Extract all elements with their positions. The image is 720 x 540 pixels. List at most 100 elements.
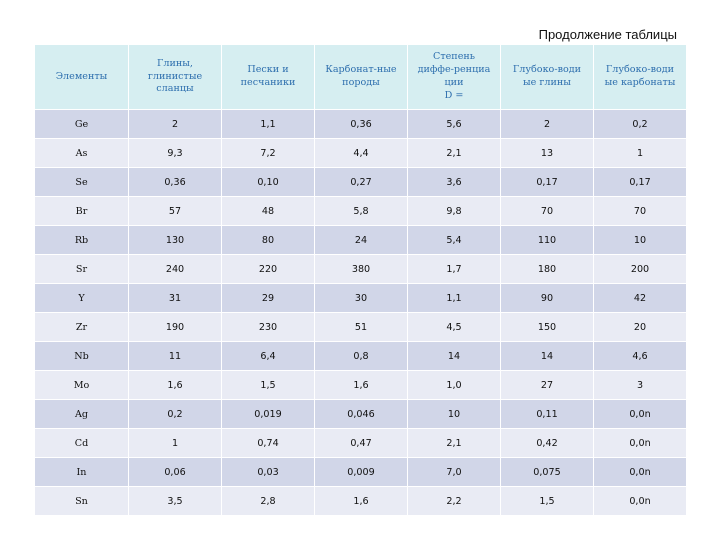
value-cell: 7,2 — [222, 139, 315, 168]
value-cell: 0,046 — [315, 400, 408, 429]
table-row: Ag 0,2 0,019 0,046 10 0,11 0,0n — [35, 400, 687, 429]
table-row: Mo 1,6 1,5 1,6 1,0 27 3 — [35, 371, 687, 400]
value-cell: 0,27 — [315, 168, 408, 197]
value-cell: 150 — [501, 313, 594, 342]
value-cell: 27 — [501, 371, 594, 400]
element-symbol-cell: Se — [35, 168, 129, 197]
header-line: Пески и — [224, 64, 312, 77]
element-symbol-cell: In — [35, 458, 129, 487]
value-cell: 31 — [129, 284, 222, 313]
table-row: Nb 11 6,4 0,8 14 14 4,6 — [35, 342, 687, 371]
value-cell: 5,8 — [315, 197, 408, 226]
header-line: ции — [410, 77, 498, 90]
value-cell: 14 — [408, 342, 501, 371]
header-col-elements: Элементы — [35, 45, 129, 110]
header-line: диффе-ренциа — [410, 64, 498, 77]
header-line: Карбонат-ные — [317, 64, 405, 77]
value-cell: 4,4 — [315, 139, 408, 168]
table-row: Y 31 29 30 1,1 90 42 — [35, 284, 687, 313]
value-cell: 0,2 — [594, 110, 687, 139]
value-cell: 6,4 — [222, 342, 315, 371]
value-cell: 0,36 — [315, 110, 408, 139]
value-cell: 10 — [408, 400, 501, 429]
header-line: сланцы — [131, 83, 219, 96]
header-line: Степень — [410, 51, 498, 64]
header-col-deep-water-carbonates: Глубоко-води ые карбонаты — [594, 45, 687, 110]
value-cell: 20 — [594, 313, 687, 342]
header-col-differentiation-degree: Степень диффе-ренциа ции D = — [408, 45, 501, 110]
header-row: Элементы Глины, глинистые сланцы Пески и песч… — [35, 45, 687, 110]
value-cell: 0,47 — [315, 429, 408, 458]
table-row: Cd 1 0,74 0,47 2,1 0,42 0,0n — [35, 429, 687, 458]
value-cell: 4,6 — [594, 342, 687, 371]
value-cell: 3,6 — [408, 168, 501, 197]
value-cell: 0,2 — [129, 400, 222, 429]
value-cell: 380 — [315, 255, 408, 284]
value-cell: 1,7 — [408, 255, 501, 284]
value-cell: 2 — [129, 110, 222, 139]
value-cell: 1 — [594, 139, 687, 168]
value-cell: 2,2 — [408, 487, 501, 516]
header-line: Элементы — [37, 71, 126, 84]
value-cell: 10 — [594, 226, 687, 255]
value-cell: 0,8 — [315, 342, 408, 371]
header-line: породы — [317, 77, 405, 90]
header-col-deep-water-clays: Глубоко-води ые глины — [501, 45, 594, 110]
table-row: As 9,3 7,2 4,4 2,1 13 1 — [35, 139, 687, 168]
value-cell: 0,0n — [594, 429, 687, 458]
value-cell: 240 — [129, 255, 222, 284]
header-line: глинистые — [131, 71, 219, 84]
value-cell: 1,5 — [222, 371, 315, 400]
value-cell: 0,075 — [501, 458, 594, 487]
header-line: Глубоко-води — [596, 64, 684, 77]
value-cell: 2,8 — [222, 487, 315, 516]
value-cell: 70 — [501, 197, 594, 226]
value-cell: 0,0n — [594, 400, 687, 429]
element-symbol-cell: Y — [35, 284, 129, 313]
element-symbol-cell: Sn — [35, 487, 129, 516]
element-symbol-cell: Sr — [35, 255, 129, 284]
element-symbol-cell: Nb — [35, 342, 129, 371]
element-symbol-cell: Zr — [35, 313, 129, 342]
header-line: D = — [410, 90, 498, 103]
value-cell: 14 — [501, 342, 594, 371]
value-cell: 230 — [222, 313, 315, 342]
table-row: Ge 2 1,1 0,36 5,6 2 0,2 — [35, 110, 687, 139]
value-cell: 220 — [222, 255, 315, 284]
value-cell: 11 — [129, 342, 222, 371]
table-body: Ge 2 1,1 0,36 5,6 2 0,2 As 9,3 7,2 4,4 2,1 13 1 Se 0,36… — [35, 110, 687, 516]
value-cell: 9,3 — [129, 139, 222, 168]
value-cell: 4,5 — [408, 313, 501, 342]
element-symbol-cell: Rb — [35, 226, 129, 255]
table-row: Rb 130 80 24 5,4 110 10 — [35, 226, 687, 255]
element-symbol-cell: Ag — [35, 400, 129, 429]
table-row: In 0,06 0,03 0,009 7,0 0,075 0,0n — [35, 458, 687, 487]
value-cell: 0,17 — [501, 168, 594, 197]
element-symbol-cell: Ge — [35, 110, 129, 139]
table-row: Se 0,36 0,10 0,27 3,6 0,17 0,17 — [35, 168, 687, 197]
value-cell: 130 — [129, 226, 222, 255]
value-cell: 5,6 — [408, 110, 501, 139]
table-header: Элементы Глины, глинистые сланцы Пески и песч… — [35, 45, 687, 110]
value-cell: 3 — [594, 371, 687, 400]
value-cell: 7,0 — [408, 458, 501, 487]
value-cell: 2,1 — [408, 139, 501, 168]
value-cell: 0,06 — [129, 458, 222, 487]
table-row: Sn 3,5 2,8 1,6 2,2 1,5 0,0n — [35, 487, 687, 516]
header-line: ые глины — [503, 77, 591, 90]
value-cell: 0,009 — [315, 458, 408, 487]
header-line: песчаники — [224, 77, 312, 90]
value-cell: 190 — [129, 313, 222, 342]
header-col-sands-sandstones: Пески и песчаники — [222, 45, 315, 110]
value-cell: 5,4 — [408, 226, 501, 255]
element-symbol-cell: Cd — [35, 429, 129, 458]
value-cell: 200 — [594, 255, 687, 284]
header-col-clays-shales: Глины, глинистые сланцы — [129, 45, 222, 110]
value-cell: 24 — [315, 226, 408, 255]
value-cell: 90 — [501, 284, 594, 313]
table-row: Br 57 48 5,8 9,8 70 70 — [35, 197, 687, 226]
header-line: ые карбонаты — [596, 77, 684, 90]
value-cell: 51 — [315, 313, 408, 342]
elements-table: Элементы Глины, глинистые сланцы Пески и песч… — [34, 44, 687, 516]
value-cell: 2 — [501, 110, 594, 139]
